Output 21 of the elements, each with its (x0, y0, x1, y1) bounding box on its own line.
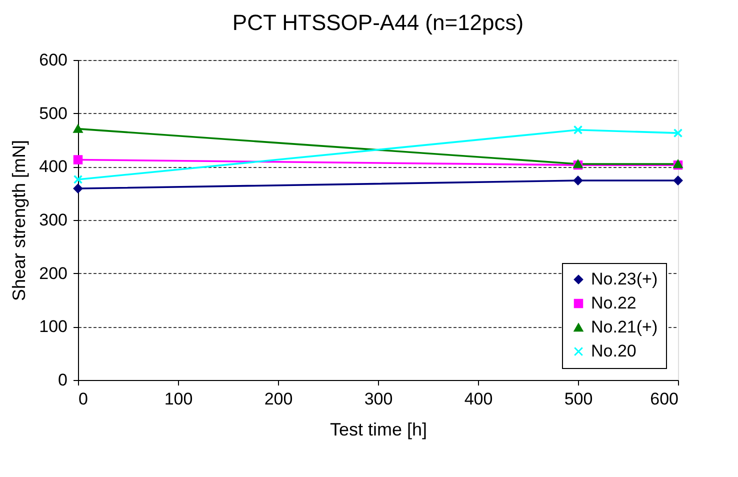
y-tick-label: 300 (39, 210, 68, 230)
y-axis-title: Shear strength [mN] (9, 140, 30, 302)
legend-label: No.23(+) (591, 270, 658, 288)
legend-label: No.20 (591, 342, 636, 360)
chart-title: PCT HTSSOP-A44 (n=12pcs) (232, 10, 524, 35)
x-tick-label: 200 (264, 390, 293, 408)
legend-label: No.21(+) (591, 318, 658, 336)
y-tick-label: 600 (39, 50, 68, 70)
y-tick-label: 100 (39, 317, 68, 336)
x-tick-label: 500 (564, 390, 593, 408)
y-tick-label: 200 (39, 264, 68, 283)
y-tick-label: 400 (39, 157, 68, 176)
x-tick-label: 0 (78, 390, 88, 408)
x-tick-label: 400 (464, 390, 493, 408)
legend-label: No.22 (591, 294, 636, 312)
x-axis-title: Test time [h] (330, 420, 428, 440)
y-tick-label: 500 (39, 104, 68, 123)
y-tick-label: 0 (58, 370, 68, 390)
x-tick-label: 600 (650, 390, 678, 408)
x-tick-label: 100 (164, 390, 193, 408)
x-tick-label: 300 (364, 390, 393, 408)
